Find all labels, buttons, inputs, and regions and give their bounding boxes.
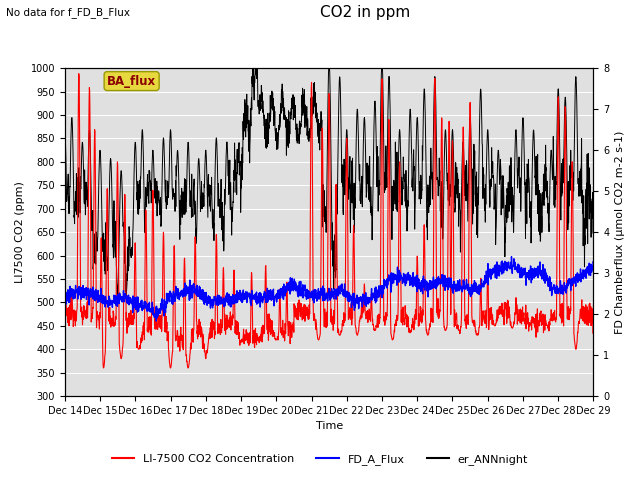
Text: BA_flux: BA_flux bbox=[107, 74, 156, 87]
Text: CO2 in ppm: CO2 in ppm bbox=[319, 5, 410, 20]
Y-axis label: LI7500 CO2 (ppm): LI7500 CO2 (ppm) bbox=[15, 181, 25, 283]
Text: No data for f_FD_B_Flux: No data for f_FD_B_Flux bbox=[6, 7, 131, 18]
Y-axis label: FD Chamberflux (μmol CO2 m-2 s-1): FD Chamberflux (μmol CO2 m-2 s-1) bbox=[615, 131, 625, 334]
X-axis label: Time: Time bbox=[316, 421, 343, 432]
Legend: LI-7500 CO2 Concentration, FD_A_Flux, er_ANNnight: LI-7500 CO2 Concentration, FD_A_Flux, er… bbox=[108, 450, 532, 469]
